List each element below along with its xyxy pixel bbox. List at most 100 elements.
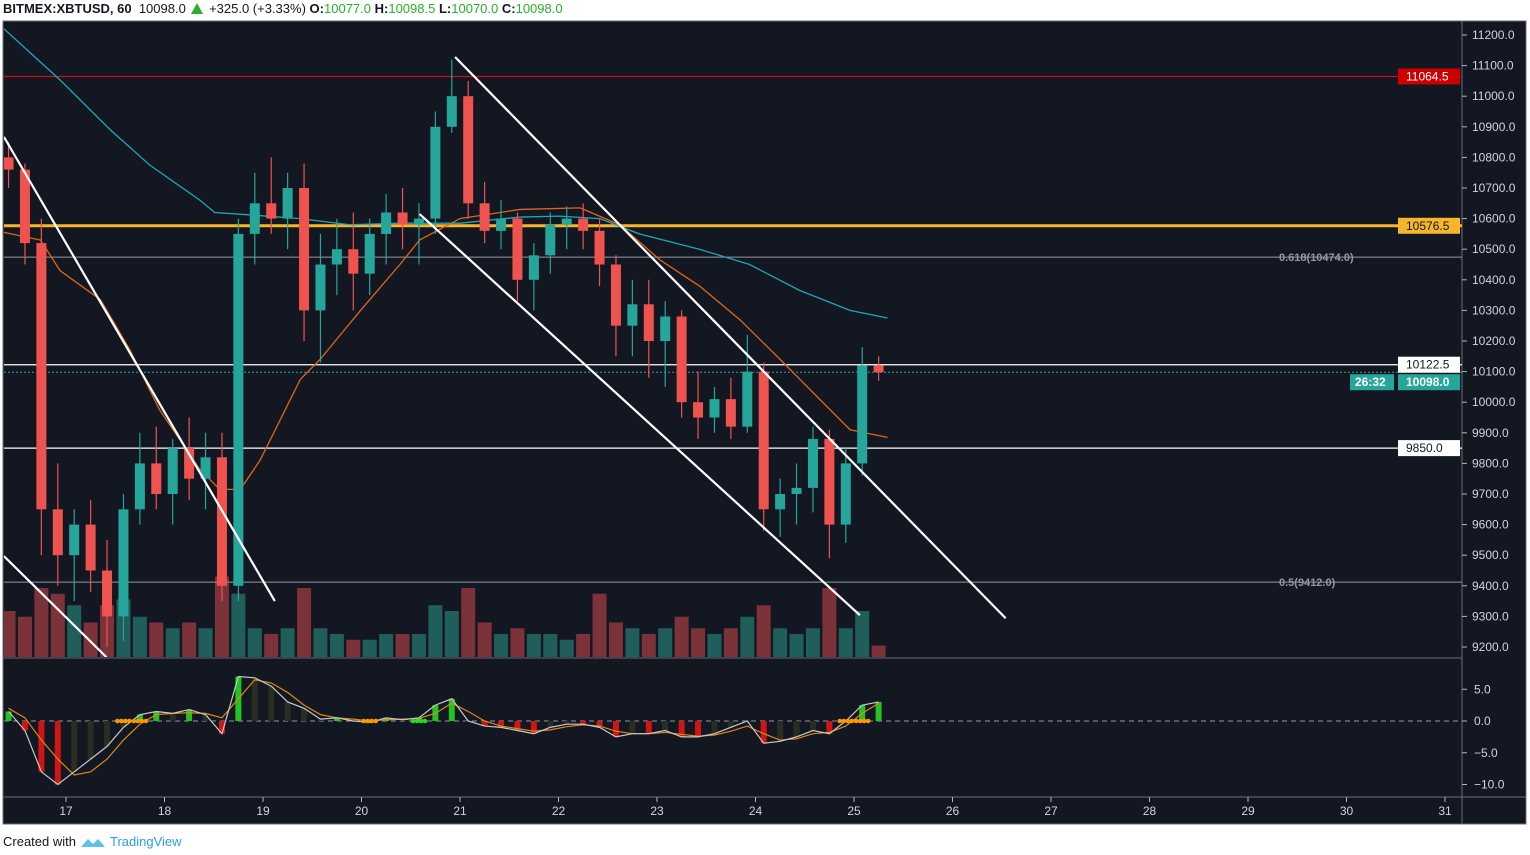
candle	[4, 142, 14, 188]
histogram-bar	[284, 701, 291, 721]
candle	[134, 432, 145, 525]
candle-body	[118, 509, 129, 617]
candle	[52, 463, 63, 586]
x-tick-label: 31	[1438, 804, 1452, 818]
y-tick-label: 9800.0	[1472, 456, 1509, 470]
histogram-bar	[38, 721, 45, 772]
open-value: 10077.0	[324, 1, 371, 16]
candle-body	[4, 157, 14, 170]
histogram-bar	[104, 721, 111, 747]
squeeze-dot	[849, 718, 855, 724]
histogram-bar	[678, 721, 685, 737]
candle-body	[184, 448, 195, 479]
price-badge-label: 10122.5	[1406, 358, 1450, 372]
y-tick-label: 10900.0	[1472, 120, 1516, 134]
volume-bar	[707, 634, 722, 657]
histogram-bar	[727, 721, 734, 728]
squeeze-dot	[853, 718, 859, 724]
volume-bar	[329, 634, 344, 657]
candle	[381, 194, 392, 265]
candle	[775, 478, 786, 537]
candle	[693, 371, 704, 439]
histogram-bar	[826, 721, 833, 734]
histogram-bar	[514, 721, 521, 731]
candle-body	[282, 188, 293, 219]
candle	[807, 426, 818, 513]
volume-bar	[592, 593, 607, 657]
histogram-bar	[793, 721, 800, 737]
y-tick-label: 10800.0	[1472, 150, 1516, 164]
y-tick-label: 10700.0	[1472, 181, 1516, 195]
volume-bar	[149, 622, 164, 657]
volume-bar	[838, 628, 853, 657]
histogram-bar	[563, 721, 570, 725]
squeeze-dot	[865, 718, 871, 724]
candle-body	[643, 304, 654, 341]
candle	[315, 233, 326, 363]
candle-body	[85, 524, 96, 571]
y-tick-label: 11200.0	[1472, 28, 1515, 42]
x-tick-label: 23	[650, 804, 664, 818]
volume-bar	[297, 588, 312, 657]
candle-body	[102, 570, 113, 617]
x-tick-label: 26	[946, 804, 960, 818]
tradingview-logo-icon	[80, 838, 105, 847]
candle-body	[315, 264, 326, 311]
y-tick-label: 10400.0	[1472, 273, 1516, 287]
price-badge-label: 11064.5	[1406, 69, 1449, 83]
histogram-bar	[251, 677, 258, 721]
histogram-bar	[399, 719, 406, 721]
price-badge-label: 10576.5	[1406, 219, 1450, 233]
triangle-up-icon	[191, 3, 204, 14]
candle	[167, 438, 178, 525]
candle-body	[430, 126, 441, 219]
volume-bar	[855, 611, 870, 657]
histogram-bar	[218, 721, 225, 734]
fib-level-label: 0.5(9412.0)	[1279, 577, 1336, 589]
candle-body	[775, 494, 786, 510]
histogram-bar	[777, 721, 784, 742]
candle	[528, 243, 539, 311]
tradingview-link[interactable]: TradingView	[109, 834, 182, 849]
volume-bar	[510, 628, 525, 657]
candle	[19, 163, 30, 265]
candle-body	[840, 463, 851, 525]
candle	[873, 356, 884, 381]
candle	[561, 206, 572, 250]
osc-y-tick-label: −10.0	[1474, 778, 1505, 792]
squeeze-dot	[418, 718, 424, 724]
symbol-name[interactable]: BITMEX:XBTUSD, 60	[3, 1, 132, 16]
volume-bar	[805, 628, 820, 657]
candle-body	[348, 249, 359, 274]
candle	[151, 426, 162, 510]
candle	[676, 310, 687, 418]
volume-bar	[658, 628, 673, 657]
squeeze-dot	[135, 718, 141, 724]
candle-body	[463, 96, 474, 204]
low-value: 10070.0	[451, 1, 499, 16]
candle	[364, 218, 375, 296]
candle-body	[561, 218, 572, 225]
volume-bar	[264, 634, 279, 657]
x-tick-label: 29	[1241, 804, 1255, 818]
close-label: C:	[501, 1, 516, 16]
volume-bar	[461, 588, 476, 657]
x-tick-label: 17	[59, 804, 73, 818]
histogram-bar	[760, 721, 767, 744]
volume-bar	[50, 593, 65, 657]
candle	[118, 494, 129, 641]
countdown-label: 26:32	[1355, 375, 1386, 389]
candle-body	[397, 212, 408, 225]
y-tick-label: 11000.0	[1472, 89, 1515, 103]
candle-body	[233, 233, 244, 586]
histogram-bar	[136, 714, 143, 721]
histogram-bar	[612, 721, 619, 737]
candle-body	[528, 255, 539, 280]
volume-bar	[362, 639, 377, 657]
volume-bar	[740, 616, 755, 657]
candle	[578, 203, 589, 250]
volume-bar	[789, 634, 804, 657]
candle-body	[791, 487, 802, 494]
candle-body	[36, 243, 47, 510]
